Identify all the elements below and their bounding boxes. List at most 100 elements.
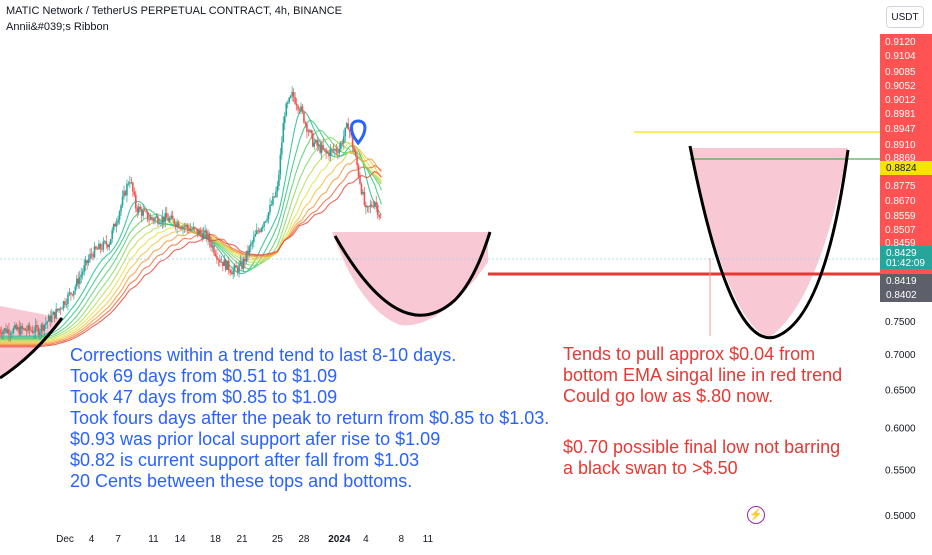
candle-body: [46, 321, 49, 324]
y-tick-label: 0.8775: [885, 181, 916, 192]
candle-body: [115, 222, 118, 227]
candle-body: [58, 308, 60, 311]
candle-body: [164, 213, 167, 222]
candle-body: [5, 328, 7, 333]
candle-body: [357, 165, 360, 177]
candle-body: [11, 333, 13, 335]
candle-body: [112, 223, 115, 231]
candle-body: [328, 152, 330, 157]
candle-body: [233, 265, 236, 271]
candle-body: [282, 123, 285, 143]
candle-body: [42, 324, 44, 331]
candle-body: [170, 215, 172, 219]
candle-body: [283, 116, 286, 124]
candle-body: [338, 148, 341, 153]
candle-body: [157, 216, 159, 224]
candle-body: [263, 222, 265, 227]
candle-body: [28, 325, 31, 331]
candle-body: [158, 223, 161, 225]
candle-body: [260, 228, 262, 232]
price-label-text: 0.8419: [886, 276, 917, 287]
note-line: Corrections within a trend tend to last …: [70, 345, 457, 365]
candle-body: [307, 131, 310, 133]
candle-body: [245, 250, 248, 262]
candle-body: [378, 215, 380, 217]
candle-body: [53, 311, 56, 319]
candle-body: [362, 191, 364, 195]
lightning-icon[interactable]: ⚡: [747, 506, 765, 524]
candle-body: [292, 92, 295, 98]
candle-body: [368, 206, 370, 207]
candle-body: [0, 332, 3, 335]
x-tick-label: 28: [298, 534, 310, 545]
candle-body: [77, 278, 80, 285]
candle-body: [71, 294, 74, 296]
price-label-badge: [880, 274, 932, 288]
candle-body: [87, 258, 90, 264]
candle-body: [257, 230, 260, 232]
y-tick-label: 0.8981: [885, 109, 916, 120]
candle-body: [25, 330, 28, 332]
candle-body: [270, 204, 273, 206]
cup-curve-right[interactable]: [688, 145, 850, 340]
price-label-text: 0.8429: [886, 248, 917, 259]
candle-body: [50, 315, 53, 322]
candle-body: [160, 222, 162, 224]
candle-body: [251, 241, 254, 244]
price-label-badge: [880, 288, 932, 302]
candle-body: [163, 216, 165, 222]
y-tick-label: 0.8910: [885, 140, 916, 151]
candle-body: [354, 151, 357, 156]
candle-body: [30, 330, 32, 331]
cup-fill-middle: [332, 232, 488, 326]
candle-body: [104, 241, 106, 243]
candle-body: [322, 145, 324, 150]
location-pin-icon[interactable]: [349, 119, 367, 146]
note-line: bottom EMA singal line in red trend: [563, 365, 843, 385]
note-line: Took 47 days from $0.85 to $1.09: [70, 387, 338, 407]
candle-body: [145, 210, 147, 212]
candle-body: [49, 315, 52, 322]
candle-body: [45, 323, 47, 325]
candle-body: [70, 292, 72, 295]
candle-body: [137, 206, 140, 212]
candle-body: [111, 230, 113, 240]
candle-body: [196, 228, 199, 235]
candle-body: [8, 329, 10, 335]
candle-body: [276, 185, 279, 192]
y-tick-label: 0.7000: [885, 350, 916, 361]
candle-body: [334, 149, 336, 151]
candle-body: [236, 267, 239, 273]
candle-body: [285, 103, 288, 117]
candle-body: [294, 97, 296, 104]
candle-body: [68, 292, 71, 295]
cup-curve-middle[interactable]: [333, 231, 492, 317]
candle-body: [306, 123, 308, 132]
candle-body: [182, 226, 184, 229]
cup-curve-left[interactable]: [0, 317, 64, 380]
y-tick-label: 0.5500: [885, 465, 916, 476]
currency-button[interactable]: USDT: [886, 6, 924, 28]
cup-fill-right: [690, 148, 848, 337]
candle-body: [64, 301, 66, 305]
candle-body: [120, 205, 122, 212]
candle-body: [55, 308, 57, 319]
candle-body: [239, 261, 242, 265]
candle-body: [319, 144, 321, 153]
candle-body: [261, 226, 264, 229]
candle-body: [205, 230, 208, 239]
ema-ribbon-line: [0, 109, 382, 337]
candle-body: [92, 254, 94, 258]
candle-body: [191, 229, 193, 231]
note-line: $0.82 is current support after fall from…: [70, 450, 420, 470]
candle-body: [341, 142, 344, 144]
candle-body: [74, 286, 77, 291]
note-line: $0.93 was prior local support afer rise …: [70, 429, 441, 449]
y-tick-label: 0.6000: [885, 424, 916, 435]
candle-body: [199, 230, 202, 234]
candle-body: [235, 265, 237, 268]
candle-body: [201, 233, 203, 240]
candle-body: [356, 155, 358, 166]
candle-body: [129, 182, 131, 184]
